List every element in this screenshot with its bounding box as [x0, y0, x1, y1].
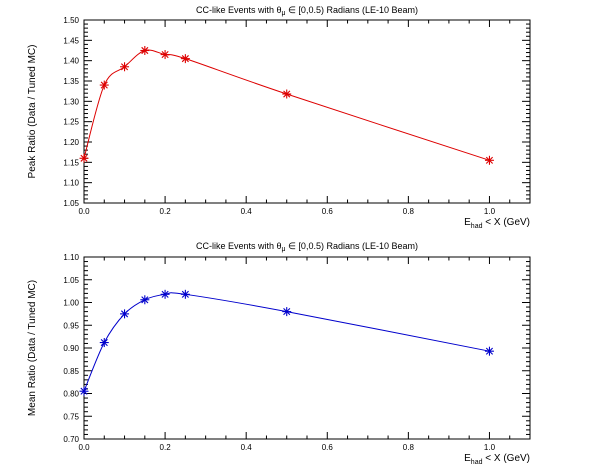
chart1-ytick-label: 1.00: [63, 299, 79, 308]
chart1-ytick-label: 0.95: [63, 321, 79, 330]
chart0-xlabel-sub: had: [471, 223, 483, 230]
chart1-ylabel: Mean Ratio (Data / Tuned MC): [27, 280, 38, 416]
chart0-ytick-label: 1.15: [63, 158, 79, 167]
chart1-xlabel-rest: < X (GeV): [482, 453, 530, 464]
chart0-marker-stroke: [80, 154, 88, 162]
chart0-ytick-label: 1.05: [63, 199, 79, 208]
chart0-marker-stroke: [120, 63, 129, 71]
chart0-data-point: [160, 50, 170, 60]
chart0-marker-stroke: [485, 156, 494, 164]
chart0-title: CC-like Events with θμ ∈ [0,0.5) Radians…: [196, 5, 418, 17]
chart1-marker-stroke: [80, 387, 88, 395]
chart1-data-point: [140, 295, 150, 305]
peak-ratio-panel: CC-like Events with θμ ∈ [0,0.5) Radians…: [27, 5, 531, 230]
chart1-xlabel-e: E: [464, 453, 471, 464]
chart0-ytick-label: 1.20: [63, 138, 79, 147]
chart1-marker-stroke: [485, 347, 494, 355]
chart1-marker-stroke: [120, 310, 129, 318]
chart0-data-point: [79, 153, 89, 163]
chart0-marker-stroke: [161, 50, 169, 59]
chart1-xtick-label: 0.6: [322, 443, 334, 452]
chart0-ytick-label: 1.40: [63, 57, 79, 66]
chart1-plot-frame: [83, 256, 531, 440]
chart0-ytick-label: 1.50: [63, 16, 79, 25]
chart1-ytick-label: 0.90: [63, 344, 79, 353]
chart0-title-prefix: CC-like Events with: [196, 5, 277, 15]
chart0-xtick-label: 1.0: [484, 207, 496, 216]
chart1-ytick-label: 1.05: [63, 276, 79, 285]
chart0-title-theta: θ: [277, 5, 282, 15]
chart0-ytick-label: 1.10: [63, 179, 79, 188]
chart0-xtick-label: 0.8: [403, 207, 415, 216]
chart1-title-theta-sub: μ: [282, 246, 286, 253]
chart1-marker-stroke: [141, 296, 149, 304]
chart0-xtick-label: 0.0: [78, 207, 90, 216]
chart0-data-point: [120, 62, 130, 72]
chart1-data-point: [282, 307, 292, 317]
chart1-ytick-label: 0.80: [63, 390, 79, 399]
chart0-xlabel-e: E: [464, 217, 471, 228]
chart0-marker-stroke: [141, 46, 149, 55]
chart0-data-point: [180, 54, 190, 64]
chart1-title-suffix: ∈ [0,0.5) Radians (LE-10 Beam): [286, 241, 418, 251]
chart0-ytick-label: 1.30: [63, 97, 79, 106]
chart0-xtick-label: 0.2: [160, 207, 172, 216]
chart0-marker-stroke: [181, 55, 189, 63]
chart1-xtick-label: 0.4: [241, 443, 253, 452]
chart0-marker-stroke: [283, 90, 291, 98]
chart1-data-point: [160, 289, 170, 299]
chart0-series-line: [83, 49, 490, 161]
chart0-plot-frame: [83, 19, 531, 204]
chart0-xtick-label: 0.4: [241, 207, 253, 216]
chart0-xlabel: Ehad < X (GeV): [464, 217, 530, 230]
chart1-title: CC-like Events with θμ ∈ [0,0.5) Radians…: [196, 241, 418, 253]
chart1-xtick-label: 0.0: [78, 443, 90, 452]
mean-ratio-panel: CC-like Events with θμ ∈ [0,0.5) Radians…: [27, 241, 531, 466]
chart1-data-point: [99, 338, 109, 348]
chart1-ytick-label: 1.10: [63, 253, 79, 262]
chart1-ytick-label: 0.70: [63, 435, 79, 444]
chart0-ytick-label: 1.45: [63, 36, 79, 45]
chart1-ytick-label: 0.85: [63, 367, 79, 376]
chart1-title-prefix: CC-like Events with: [196, 241, 277, 251]
chart1-ytick-label: 0.75: [63, 412, 79, 421]
chart1-data-point: [180, 289, 190, 299]
chart1-xtick-label: 0.8: [403, 443, 415, 452]
chart0-data-point: [99, 80, 109, 90]
chart0-xtick-label: 0.6: [322, 207, 334, 216]
chart1-xlabel: Ehad < X (GeV): [464, 453, 530, 466]
chart1-data-point: [79, 386, 89, 396]
chart0-title-theta-sub: μ: [282, 10, 286, 17]
chart0-marker-stroke: [100, 81, 108, 89]
chart1-data-point: [484, 346, 494, 356]
chart0-xlabel-rest: < X (GeV): [482, 217, 530, 228]
chart1-xlabel-sub: had: [471, 459, 483, 466]
chart1-marker-stroke: [181, 290, 189, 298]
chart1-xtick-label: 1.0: [484, 443, 496, 452]
chart1-title-theta: θ: [277, 241, 282, 251]
chart1-marker-stroke: [161, 290, 169, 298]
chart0-ytick-label: 1.35: [63, 77, 79, 86]
chart1-marker-stroke: [100, 338, 108, 347]
chart1-xtick-label: 0.2: [160, 443, 172, 452]
chart1-marker-stroke: [283, 308, 291, 316]
chart0-ytick-label: 1.25: [63, 118, 79, 127]
chart0-data-point: [282, 89, 292, 99]
chart0-title-suffix: ∈ [0,0.5) Radians (LE-10 Beam): [286, 5, 418, 15]
chart0-ylabel: Peak Ratio (Data / Tuned MC): [27, 45, 38, 179]
chart1-data-point: [120, 309, 130, 319]
chart0-data-point: [140, 46, 150, 55]
chart0-data-point: [484, 155, 494, 165]
